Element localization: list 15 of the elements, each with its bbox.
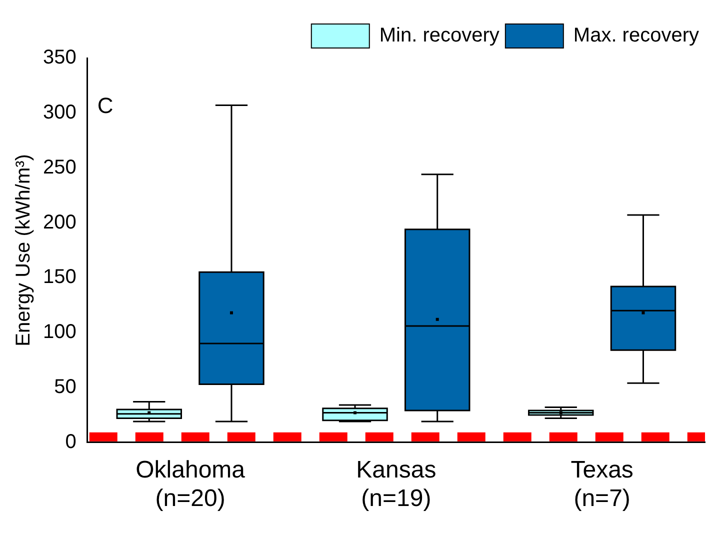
y-axis-title: Energy Use (kWh/m³) [12, 154, 35, 346]
y-tick-label: 0 [65, 430, 76, 453]
x-tick-label: Kansas (n=19) [356, 456, 436, 512]
x-tick-label: Oklahoma (n=20) [136, 456, 246, 512]
y-tick-label: 50 [54, 376, 76, 398]
y-tick-label: 300 [42, 101, 76, 124]
y-tick-label: 350 [42, 46, 76, 69]
y-tick-label: 100 [42, 321, 76, 344]
legend-label: Min. recovery [379, 24, 500, 47]
y-tick-label: 200 [42, 211, 76, 234]
x-tick-label: Texas (n=7) [570, 456, 634, 512]
legend-label: Max. recovery [573, 24, 700, 47]
y-tick-label: 150 [42, 266, 76, 288]
y-tick-label: 250 [42, 156, 76, 178]
annotation: C [97, 93, 114, 118]
